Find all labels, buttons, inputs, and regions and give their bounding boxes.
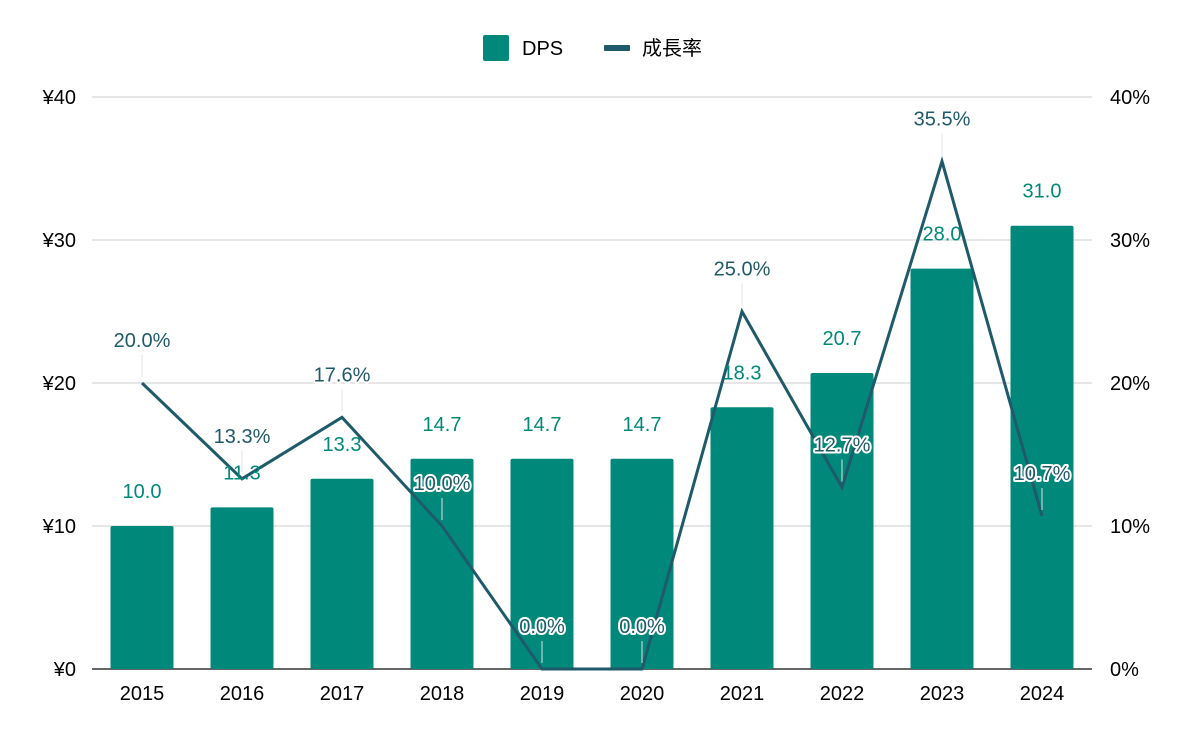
dps-data-label: 14.7	[623, 414, 662, 436]
growth-data-label: 0.0%	[619, 616, 665, 638]
growth-data-label: 12.7%	[814, 434, 871, 456]
x-tick-label: 2022	[820, 683, 865, 705]
dps-data-label: 11.3	[223, 462, 260, 484]
growth-data-label: 20.0%	[114, 330, 171, 352]
dps-bar	[510, 458, 574, 669]
growth-data-label: 17.6%	[314, 364, 371, 386]
dps-bar	[1010, 225, 1074, 669]
axes: ¥0 ¥10 ¥20 ¥30 ¥40 0% 10% 20% 30% 40% 2015 2016 2017…	[42, 87, 1151, 705]
x-tick-label: 2023	[920, 683, 965, 705]
y-right-tick-label: 30%	[1110, 230, 1150, 252]
y-left-tick-label: ¥30	[42, 230, 76, 252]
dps-bar	[310, 478, 374, 669]
dps-bar	[110, 526, 174, 669]
dps-data-label: 20.7	[823, 328, 862, 350]
x-tick-label: 2016	[220, 683, 265, 705]
growth-data-label: 0.0%	[519, 616, 565, 638]
legend-growth-label: 成長率	[642, 37, 702, 60]
growth-data-label: 25.0%	[714, 259, 771, 281]
legend: DPS 成長率	[483, 35, 702, 61]
growth-data-label: 35.5%	[914, 108, 971, 130]
growth-line	[140, 156, 1044, 671]
y-left-tick-label: ¥0	[53, 659, 76, 681]
legend-dps-swatch	[483, 35, 509, 61]
y-right-tick-label: 40%	[1110, 87, 1150, 109]
x-tick-label: 2017	[320, 683, 365, 705]
dps-data-label: 14.7	[523, 414, 562, 436]
dps-data-label: 10.0	[123, 481, 162, 503]
growth-data-label: 10.0%	[414, 473, 471, 495]
dps-data-label: 13.3	[323, 434, 362, 456]
x-tick-label: 2018	[420, 683, 465, 705]
y-right-tick-label: 20%	[1110, 373, 1150, 395]
dps-bar	[910, 268, 974, 669]
y-left-tick-label: ¥10	[42, 516, 76, 538]
dps-bar	[410, 458, 474, 669]
bars	[110, 225, 1074, 669]
dps-bar	[810, 372, 874, 669]
growth-data-label: 13.3%	[214, 426, 271, 448]
dps-bar	[710, 407, 774, 669]
y-right-tick-label: 10%	[1110, 516, 1150, 538]
dps-data-label: 14.7	[423, 414, 462, 436]
growth-data-label: 10.7%	[1014, 463, 1071, 485]
x-tick-label: 2015	[120, 683, 165, 705]
y-left-tick-label: ¥20	[42, 373, 76, 395]
data-labels: 10.0 11.3 13.3 14.7 14.7 14.7 18.3 20.7 28.0 31.0…	[112, 106, 1073, 663]
x-tick-label: 2019	[520, 683, 565, 705]
x-tick-label: 2020	[620, 683, 665, 705]
dps-data-label: 31.0	[1023, 181, 1062, 203]
y-left-tick-label: ¥40	[42, 87, 76, 109]
x-tick-label: 2024	[1020, 683, 1065, 705]
x-tick-label: 2021	[720, 683, 765, 705]
dps-data-label: 28.0	[923, 224, 962, 246]
dps-data-label: 18.3	[723, 362, 762, 384]
legend-growth-swatch	[604, 45, 630, 51]
y-right-tick-label: 0%	[1110, 659, 1139, 681]
legend-dps-label: DPS	[522, 38, 563, 60]
growth-rate-line	[140, 156, 1044, 671]
dps-bar	[210, 507, 274, 669]
